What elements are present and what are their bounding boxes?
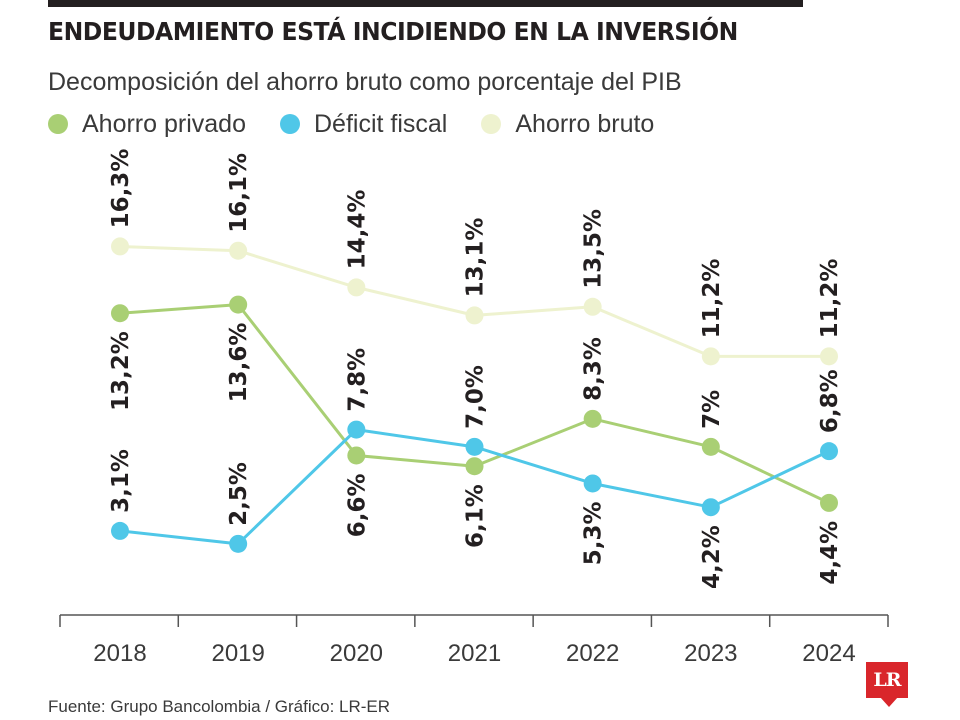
lr-logo: LR: [866, 662, 908, 698]
data-label-ahorro-privado: 7%: [699, 390, 725, 429]
data-point-ahorro-bruto: [229, 241, 248, 260]
data-point-deficit-fiscal: [347, 420, 366, 439]
x-tick-label: 2018: [93, 640, 146, 667]
data-label-ahorro-bruto: 16,3%: [108, 149, 134, 229]
lr-logo-tail: [880, 697, 898, 707]
data-point-ahorro-bruto: [701, 347, 720, 366]
x-tick-label: 2021: [448, 640, 501, 667]
data-point-ahorro-privado: [583, 409, 602, 428]
legend-swatch-ahorro-privado: [48, 114, 68, 134]
title-top-rule: [48, 0, 803, 7]
data-label-ahorro-bruto: 11,2%: [817, 259, 843, 339]
data-label-ahorro-bruto: 16,1%: [226, 153, 252, 233]
legend-label: Déficit fiscal: [313, 109, 448, 138]
data-point-ahorro-bruto: [347, 278, 366, 297]
data-label-ahorro-privado: 6,1%: [463, 484, 489, 548]
legend-swatch-deficit-fiscal: [279, 114, 300, 134]
data-point-ahorro-bruto: [111, 237, 129, 256]
x-tick-label: 2023: [684, 640, 737, 667]
legend: Ahorro privado Déficit fiscal Ahorro bru…: [48, 108, 688, 140]
data-point-ahorro-bruto: [820, 347, 838, 366]
data-label-ahorro-privado: 4,4%: [817, 521, 843, 585]
data-label-ahorro-privado: 6,6%: [344, 473, 370, 537]
legend-swatch-ahorro-bruto: [481, 114, 502, 134]
x-tick-label: 2024: [802, 640, 855, 667]
data-label-ahorro-bruto: 14,4%: [344, 190, 370, 270]
data-point-ahorro-privado: [229, 295, 248, 314]
data-label-deficit-fiscal: 7,8%: [344, 348, 370, 412]
data-point-deficit-fiscal: [701, 498, 720, 517]
data-point-ahorro-privado: [465, 457, 484, 476]
data-label-ahorro-privado: 13,6%: [226, 323, 252, 403]
data-point-ahorro-privado: [347, 446, 366, 465]
data-label-deficit-fiscal: 5,3%: [581, 501, 607, 565]
legend-item-ahorro-bruto: Ahorro bruto: [481, 110, 654, 139]
chart-subtitle: Decomposición del ahorro bruto como porc…: [48, 68, 682, 96]
data-point-deficit-fiscal: [229, 534, 248, 553]
data-label-ahorro-bruto: 13,5%: [581, 209, 607, 289]
data-point-ahorro-privado: [111, 304, 129, 323]
x-tick-label: 2019: [211, 640, 264, 667]
data-label-ahorro-privado: 8,3%: [581, 337, 607, 401]
data-label-deficit-fiscal: 7,0%: [463, 365, 489, 429]
legend-label: Ahorro privado: [82, 109, 246, 138]
legend-item-deficit-fiscal: Déficit fiscal: [279, 109, 448, 139]
data-point-deficit-fiscal: [820, 442, 838, 461]
data-point-deficit-fiscal: [465, 437, 484, 456]
data-label-deficit-fiscal: 2,5%: [226, 462, 252, 526]
legend-label: Ahorro bruto: [515, 109, 655, 138]
data-label-deficit-fiscal: 4,2%: [699, 525, 725, 589]
source-note: Fuente: Grupo Bancolombia / Gráfico: LR-…: [48, 697, 391, 716]
data-label-ahorro-privado: 13,2%: [108, 331, 134, 411]
chart-title: ENDEUDAMIENTO ESTÁ INCIDIENDO EN LA INVE…: [48, 17, 738, 46]
x-tick-label: 2022: [566, 640, 619, 667]
data-point-ahorro-privado: [820, 493, 838, 512]
data-point-ahorro-bruto: [583, 297, 602, 316]
data-point-deficit-fiscal: [583, 474, 602, 493]
data-label-ahorro-bruto: 11,2%: [699, 259, 725, 339]
data-label-ahorro-bruto: 13,1%: [463, 218, 489, 298]
data-label-deficit-fiscal: 3,1%: [108, 449, 134, 513]
data-point-deficit-fiscal: [111, 521, 129, 540]
data-label-deficit-fiscal: 6,8%: [817, 369, 843, 433]
x-tick-label: 2020: [330, 640, 383, 667]
data-point-ahorro-bruto: [465, 306, 484, 325]
data-point-ahorro-privado: [701, 437, 720, 456]
legend-item-ahorro-privado: Ahorro privado: [48, 110, 246, 139]
